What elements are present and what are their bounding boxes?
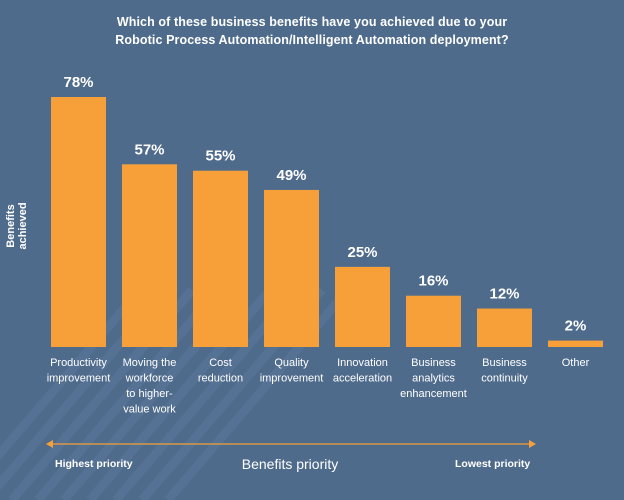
category-label: acceleration [333,373,392,385]
category-label: Other [562,357,590,369]
category-label: improvement [47,373,111,385]
category-label: reduction [198,373,243,385]
category-label: enhancement [400,388,467,400]
category-label: value work [123,404,176,416]
bar-value-label: 78% [63,74,93,91]
bar-value-label: 16% [418,273,448,290]
category-label: continuity [481,373,528,385]
category-label: Productivity [50,357,107,369]
category-label: Cost [209,357,232,369]
background-stripe [34,287,222,500]
highest-priority-label: Highest priority [55,458,133,470]
category-label: Business [411,357,456,369]
priority-arrow-left-head [46,440,53,448]
bar [264,189,319,347]
background-stripe [0,287,144,461]
chart-title-line-1: Which of these business benefits have yo… [116,15,508,29]
category-label: Innovation [337,357,388,369]
category-label: workforce [125,373,174,385]
bar [122,164,177,347]
bar-value-label: 25% [347,244,377,261]
bar-value-label: 2% [565,318,587,335]
bar-value-label: 12% [489,286,519,303]
bar [51,97,106,347]
bar [193,170,248,347]
bar-value-label: 57% [134,141,164,158]
category-label: improvement [260,373,324,385]
category-label: Quality [274,357,309,369]
bar-value-label: 55% [205,148,235,165]
bar [477,308,532,347]
bar-value-label: 49% [276,167,306,184]
category-label: Business [482,357,527,369]
bar [548,340,603,347]
bar [335,266,390,347]
chart-title-line-2: Robotic Process Automation/Intelligent A… [115,33,509,47]
category-label: Moving the [123,357,177,369]
x-axis-label: Benefits priority [241,456,339,472]
bar [406,295,461,347]
lowest-priority-label: Lowest priority [455,458,531,470]
category-label: to higher- [126,388,173,400]
category-label: analytics [412,373,455,385]
priority-arrow-right-head [529,440,536,448]
